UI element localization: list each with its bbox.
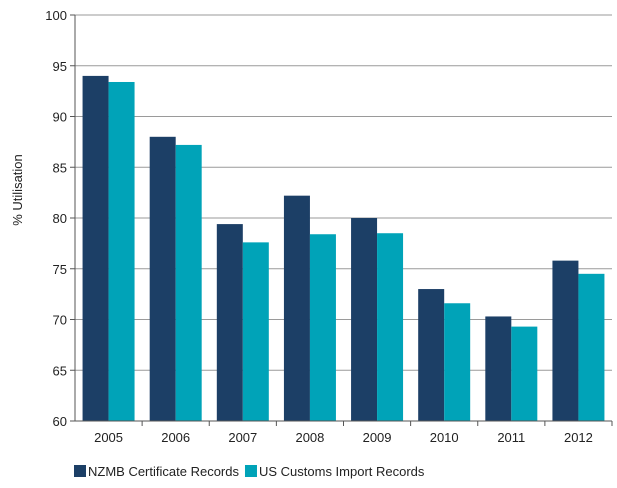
bar-nzmb-2007 (216, 224, 243, 421)
bar-nzmb-2009 (351, 218, 378, 421)
y-tick-label: 100 (45, 8, 67, 23)
bar-us-customs-2009 (377, 233, 404, 421)
x-tick-label: 2007 (228, 430, 257, 445)
bar-nzmb-2008 (283, 195, 310, 421)
x-tick-label: 2009 (363, 430, 392, 445)
legend: NZMB Certificate Records US Customs Impor… (74, 464, 425, 479)
x-tick-label: 2010 (430, 430, 459, 445)
x-tick-label: 2005 (94, 430, 123, 445)
bar-us-customs-2008 (309, 234, 336, 421)
x-tick-label: 2006 (161, 430, 190, 445)
bar-nzmb-2010 (418, 289, 445, 421)
legend-label-nzmb: NZMB Certificate Records (88, 464, 239, 479)
y-tick-label: 95 (53, 59, 67, 74)
bar-us-customs-2012 (578, 273, 605, 421)
y-tick-label: 70 (53, 313, 67, 328)
bars (82, 75, 605, 422)
y-axis-title: % Utilisation (10, 154, 25, 226)
x-tick-label: 2011 (497, 430, 525, 445)
bar-us-customs-2011 (511, 326, 538, 421)
y-tick-label: 90 (53, 110, 67, 125)
bar-nzmb-2012 (552, 260, 579, 421)
legend-swatch-us-customs (244, 465, 257, 477)
y-axis: 60 65 70 75 80 85 90 95 100 (45, 8, 76, 429)
bar-us-customs-2010 (444, 303, 471, 421)
bar-us-customs-2006 (175, 144, 202, 422)
x-tick-label: 2008 (295, 430, 324, 445)
bar-nzmb-2011 (485, 316, 512, 421)
bar-us-customs-2005 (108, 81, 135, 422)
y-tick-label: 85 (53, 160, 67, 175)
legend-label-us-customs: US Customs Import Records (259, 464, 425, 479)
y-tick-label: 75 (53, 262, 67, 277)
y-tick-label: 80 (53, 211, 67, 226)
x-tick-label: 2012 (564, 430, 593, 445)
bar-us-customs-2007 (242, 242, 269, 421)
bar-nzmb-2005 (82, 75, 109, 422)
bar-nzmb-2006 (149, 136, 176, 422)
x-axis: 2005 2006 2007 2008 2009 2010 2011 2012 (75, 420, 613, 445)
legend-swatch-nzmb (74, 465, 86, 477)
y-tick-label: 60 (53, 414, 67, 429)
y-tick-label: 65 (53, 363, 67, 378)
